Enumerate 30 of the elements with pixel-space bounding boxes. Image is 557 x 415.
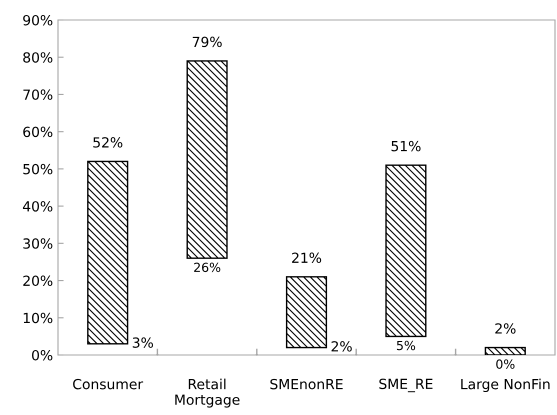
x-tick-label: Large NonFin bbox=[461, 378, 550, 392]
bar bbox=[286, 276, 328, 348]
x-tick-label: SME_RE bbox=[379, 378, 432, 392]
bar bbox=[87, 160, 128, 345]
annotation: 3% bbox=[132, 337, 154, 348]
y-tick-label: 20% bbox=[23, 276, 52, 286]
x-tick-label: Retail Mortgage bbox=[175, 378, 240, 408]
annotation: 2% bbox=[332, 341, 352, 352]
x-tick-label: Consumer bbox=[73, 378, 144, 390]
annotation: 2% bbox=[495, 323, 516, 334]
annotation: 52% bbox=[93, 137, 122, 148]
annotation: 0% bbox=[496, 359, 515, 369]
annotation: 21% bbox=[292, 252, 322, 264]
y-tick-label: 90% bbox=[23, 14, 52, 26]
y-tick-label: 0% bbox=[32, 350, 52, 360]
y-tick-label: 50% bbox=[23, 164, 52, 174]
y-tick-label: 70% bbox=[23, 89, 52, 100]
bar bbox=[186, 60, 228, 259]
y-tick-label: 40% bbox=[22, 201, 52, 212]
y-tick-label: 60% bbox=[23, 126, 52, 138]
bar bbox=[385, 164, 426, 338]
annotation: 79% bbox=[192, 36, 222, 48]
annotation: 51% bbox=[392, 140, 421, 152]
y-tick-label: 10% bbox=[24, 312, 52, 324]
annotation: 26% bbox=[194, 262, 220, 272]
annotation: 5% bbox=[396, 340, 416, 350]
bar bbox=[484, 346, 526, 355]
y-tick-label: 80% bbox=[23, 52, 52, 63]
x-tick-label: SMEnonRE bbox=[270, 378, 343, 390]
y-tick-label: 30% bbox=[23, 238, 52, 249]
